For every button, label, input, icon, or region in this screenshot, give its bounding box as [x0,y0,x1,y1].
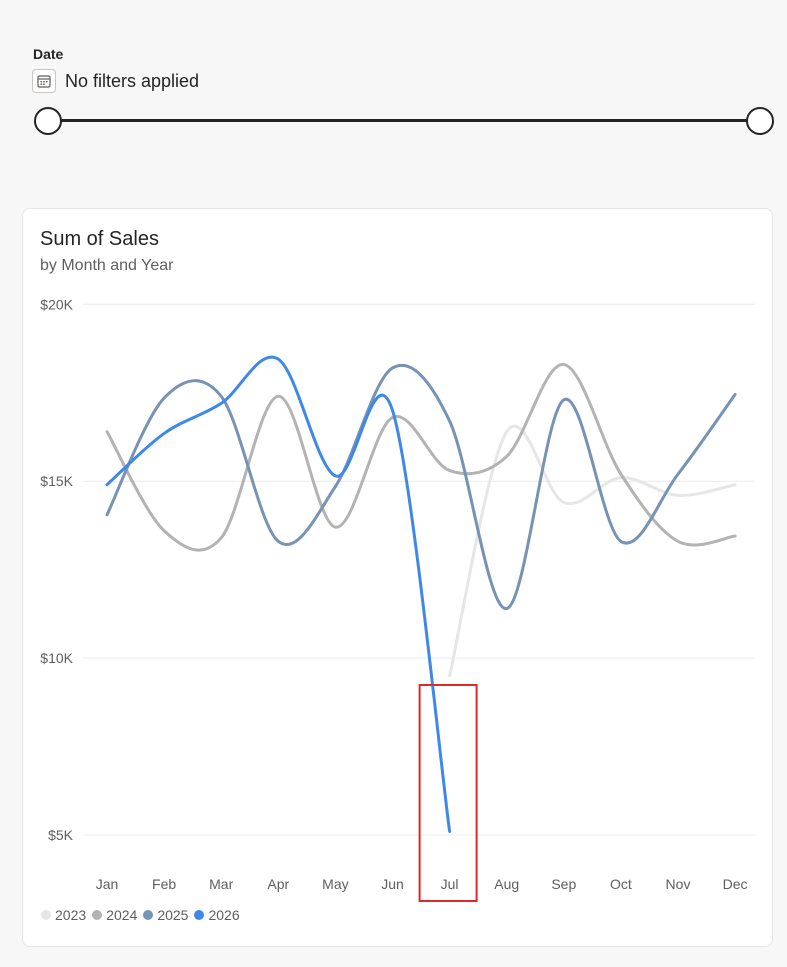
line-chart: $20K $15K $10K $5K Jan Feb Mar Apr May Jun Jul Aug S… [40,296,755,902]
x-tick-label: Nov [666,876,691,892]
legend-label: 2023 [55,907,87,923]
sales-chart-card: Sum of Sales by Month and Year $20K $15K $… [22,208,773,947]
series-line-2023 [448,424,737,678]
x-tick-label: Feb [152,876,176,892]
legend-dot [41,910,51,920]
x-tick-label: Aug [494,876,519,892]
date-range-slider[interactable] [34,106,774,136]
y-tick-label: $10K [40,650,73,666]
filter-status-text: No filters applied [65,70,200,91]
x-tick-label: Jan [96,876,119,892]
date-filter-row: No filters applied [32,69,199,93]
legend-item-2024[interactable]: 2024 [92,907,137,923]
legend-label: 2026 [208,907,240,923]
legend-label: 2024 [106,907,138,923]
chart-title: Sum of Sales [40,228,159,250]
slider-end-handle[interactable] [746,107,774,135]
x-tick-label: Oct [610,876,632,892]
legend-item-2026[interactable]: 2026 [194,907,240,923]
slider-start-handle[interactable] [34,107,62,135]
legend-dot [92,910,103,920]
series-line-2024 [105,362,737,552]
chart-subtitle: by Month and Year [40,257,174,274]
x-tick-label: Sep [551,876,576,892]
legend-label: 2025 [157,907,189,923]
legend-item-2023[interactable]: 2023 [41,907,86,923]
series-line-2026 [105,355,452,833]
y-tick-label: $5K [48,827,74,843]
highlight-box [418,684,478,902]
chart-legend: 2023 2024 2025 2026 [41,907,240,923]
legend-dot [143,910,154,920]
x-tick-label: Dec [723,876,748,892]
date-filter-label: Date [33,46,64,62]
slider-track[interactable] [48,119,760,122]
x-tick-label: May [322,876,348,892]
legend-item-2025[interactable]: 2025 [143,907,188,923]
legend-dot [194,910,205,920]
y-tick-label: $15K [40,473,73,489]
x-tick-label: Jun [381,876,404,892]
calendar-icon[interactable] [32,69,56,93]
x-tick-label: Jul [441,876,459,892]
series-line-2025 [105,363,737,611]
y-tick-label: $20K [40,296,73,312]
x-tick-label: Apr [267,876,289,892]
x-tick-label: Mar [209,876,233,892]
